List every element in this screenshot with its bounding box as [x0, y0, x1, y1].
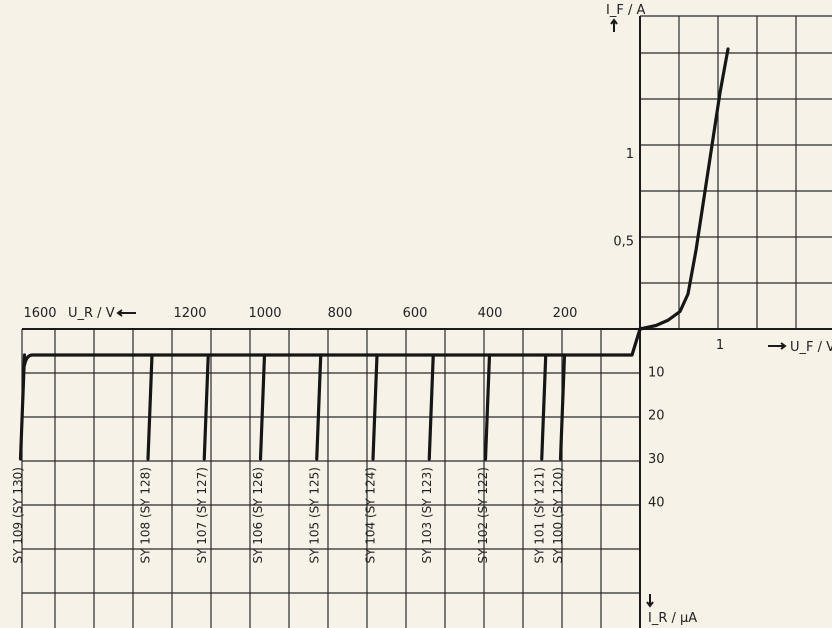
reverse-x-arrow-icon [116, 309, 136, 317]
labels: SY 100 (SY 120) SY 101 (SY 121) SY 102 (SY… [11, 3, 832, 626]
series-label: SY 103 (SY 123) [420, 467, 434, 564]
reverse-breakdown-curve [483, 353, 492, 461]
reverse-y-tick-label: 30 [648, 452, 665, 467]
series-label: SY 107 (SY 127) [195, 467, 209, 564]
forward-y-axis-label: I_F / A [606, 3, 645, 18]
reverse-y-tick-label: 10 [648, 365, 665, 380]
series-label: SY 101 (SY 121) [532, 467, 546, 564]
forward-curve [638, 47, 730, 331]
series-label: SY 102 (SY 122) [476, 467, 490, 564]
forward-y-tick-label: 1 [626, 147, 634, 162]
series-label: SY 104 (SY 124) [364, 467, 378, 564]
reverse-y-axis-label: I_R / µA [648, 611, 697, 626]
reverse-x-tick-label: 1600 [23, 306, 56, 321]
reverse-x-axis-label: U_R / V [68, 306, 115, 321]
series-label: SY 106 (SY 126) [251, 467, 265, 564]
reverse-breakdown-curve [258, 353, 267, 461]
reverse-x-tick-label: 1200 [173, 306, 206, 321]
reverse-breakdown-curve [315, 353, 323, 461]
forward-y-arrow-icon [610, 18, 618, 32]
reverse-breakdown-curve [202, 353, 210, 461]
series-label: SY 109 (SY 130) [11, 467, 25, 564]
series-label: SY 100 (SY 120) [551, 467, 565, 564]
reverse-breakdown-curve [540, 353, 548, 461]
reverse-y-arrow-icon [646, 594, 654, 608]
reverse-x-tick-label: 800 [328, 306, 353, 321]
reverse-x-tick-label: 600 [403, 306, 428, 321]
reverse-breakdown-curve [18, 353, 27, 461]
series-label: SY 105 (SY 125) [307, 467, 321, 564]
reverse-x-tick-label: 1000 [248, 306, 281, 321]
reverse-breakdown-curve [146, 353, 154, 461]
forward-y-tick-label: 0,5 [613, 235, 634, 250]
forward-x-arrow-icon [768, 342, 787, 350]
series-label: SY 108 (SY 128) [139, 467, 153, 564]
reverse-y-tick-label: 40 [648, 495, 665, 510]
reverse-breakdown-curve [427, 353, 435, 461]
forward-x-axis-label: U_F / V [790, 340, 832, 355]
reverse-breakdown-curve [371, 353, 379, 461]
reverse-y-tick-label: 20 [648, 409, 665, 424]
reverse-x-tick-label: 400 [478, 306, 503, 321]
reverse-leakage-curve [22, 327, 642, 367]
reverse-x-tick-label: 200 [553, 306, 578, 321]
curves [18, 47, 730, 461]
reverse-breakdown-curve [558, 353, 567, 461]
axes [22, 16, 832, 628]
forward-x-tick-label: 1 [716, 338, 724, 353]
